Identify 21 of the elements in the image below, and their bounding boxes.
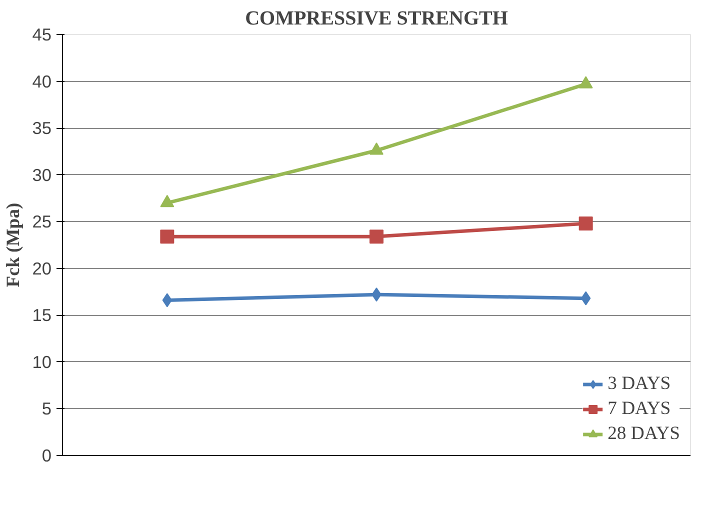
y-tick-label: 35: [32, 118, 52, 138]
point: [578, 76, 593, 88]
y-tick-label: 40: [32, 71, 52, 92]
chart-title: COMPRESSIVE STRENGTH: [245, 8, 508, 30]
y-tick-label: 10: [32, 352, 52, 372]
y-axis-title: Fck (Mpa): [3, 202, 24, 288]
y-tick-label: 25: [32, 212, 52, 232]
y-tick-label: 30: [32, 164, 52, 185]
y-tick-label: 45: [32, 24, 52, 44]
legend-label: 3 DAYS: [608, 373, 671, 395]
point: [578, 216, 593, 230]
y-tick-label: 15: [32, 305, 52, 326]
y-tick-label: 20: [32, 258, 52, 278]
y-tick-label: 5: [42, 398, 52, 419]
legend-label: 28 DAYS: [608, 423, 680, 445]
point: [160, 194, 174, 208]
point: [370, 142, 384, 155]
point: [160, 230, 174, 244]
y-tick-label: 0: [42, 446, 52, 466]
legend-label: 7 DAYS: [608, 398, 671, 420]
point: [370, 230, 384, 244]
